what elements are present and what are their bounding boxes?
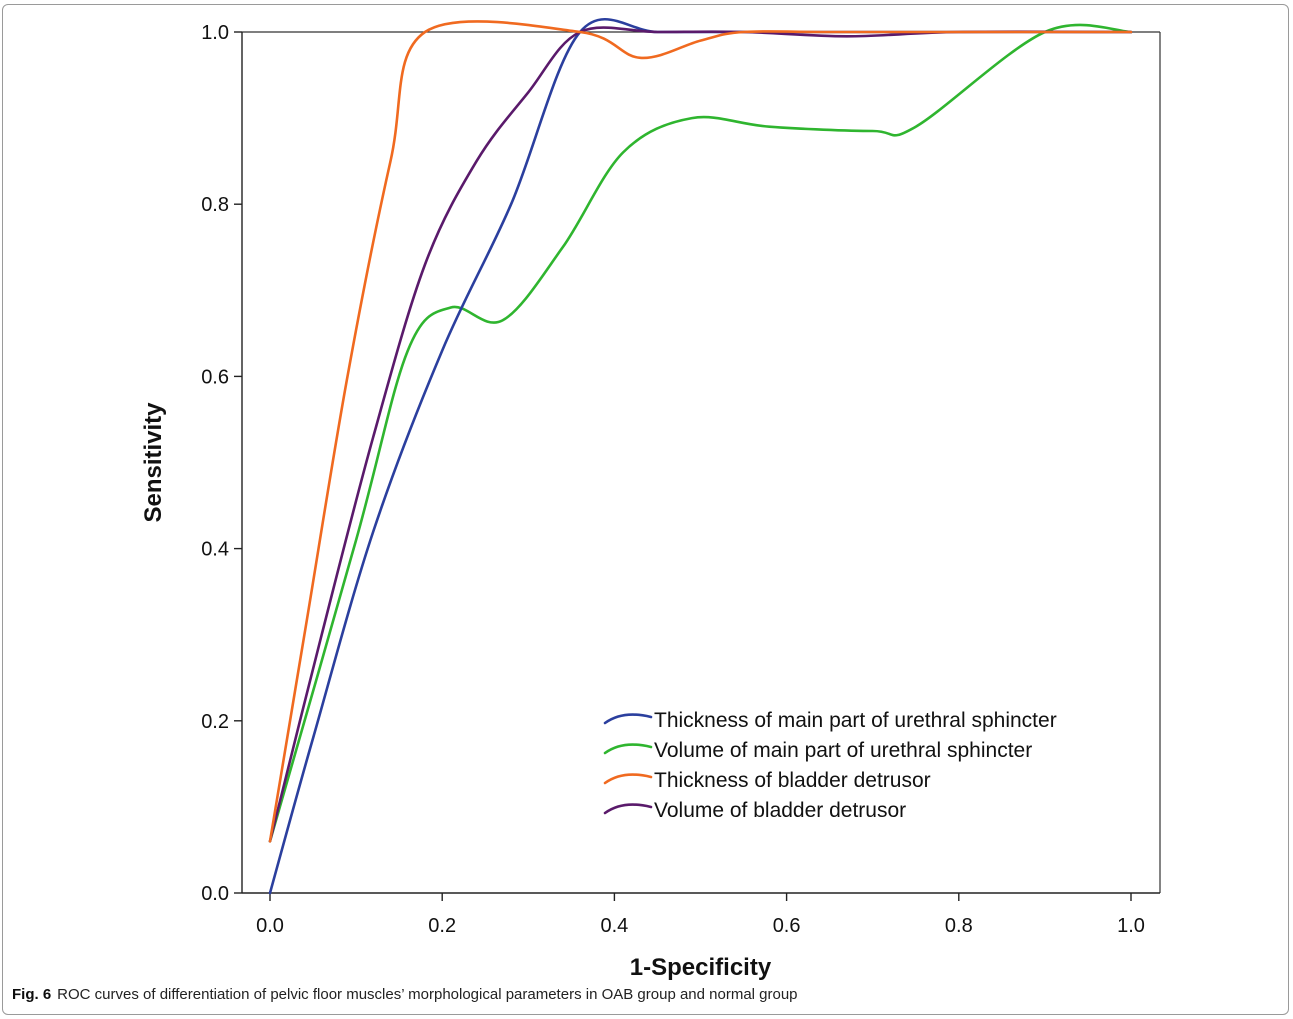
legend-label-1: Thickness of main part of urethral sphin… [654, 709, 1057, 732]
figure-caption: Fig. 6 ROC curves of differentiation of p… [12, 986, 1282, 1003]
x-tick-label: 0.2 [428, 915, 456, 937]
roc-curve-3 [268, 20, 1133, 843]
legend-swatch-4 [603, 803, 653, 815]
figure-caption-text: ROC curves of differentiation of pelvic … [57, 986, 798, 1003]
figure-frame [2, 4, 1289, 1015]
legend-label-2: Volume of main part of urethral sphincte… [654, 739, 1032, 762]
legend: Thickness of main part of urethral sphin… [603, 709, 1057, 822]
roc-curves [268, 18, 1133, 895]
plot-area [242, 31, 1161, 893]
x-tick-label: 0.4 [600, 915, 628, 937]
legend-label-3: Thickness of bladder detrusor [654, 769, 931, 792]
legend-label-4: Volume of bladder detrusor [654, 799, 906, 822]
y-tick-label: 0.6 [201, 366, 229, 388]
figure-label: Fig. 6 [12, 986, 52, 1003]
y-tick-label: 0.2 [201, 711, 229, 733]
x-tick-label: 0.6 [773, 915, 801, 937]
legend-swatch-2 [603, 743, 653, 755]
y-tick-label: 0.4 [201, 539, 229, 561]
x-axis-title: 1-Specificity [630, 954, 772, 981]
x-tick-label: 0.8 [945, 915, 973, 937]
x-tick-label: 0.0 [256, 915, 284, 937]
roc-curve-2 [268, 23, 1133, 843]
plot-background [242, 32, 1160, 893]
legend-swatch-3 [603, 773, 653, 785]
legend-swatch-1 [603, 713, 653, 725]
x-tick-label: 1.0 [1117, 915, 1145, 937]
y-tick-label: 0.0 [201, 883, 229, 905]
axes: 0.0 0.2 0.4 0.6 0.8 1.0 0.0 0.2 0.4 0.6 0.8 1.0 [201, 22, 1160, 937]
roc-curve-4 [268, 26, 1133, 843]
y-axis-title: Sensitivity [140, 402, 167, 523]
y-tick-label: 0.8 [201, 194, 229, 216]
y-tick-label: 1.0 [201, 22, 229, 44]
